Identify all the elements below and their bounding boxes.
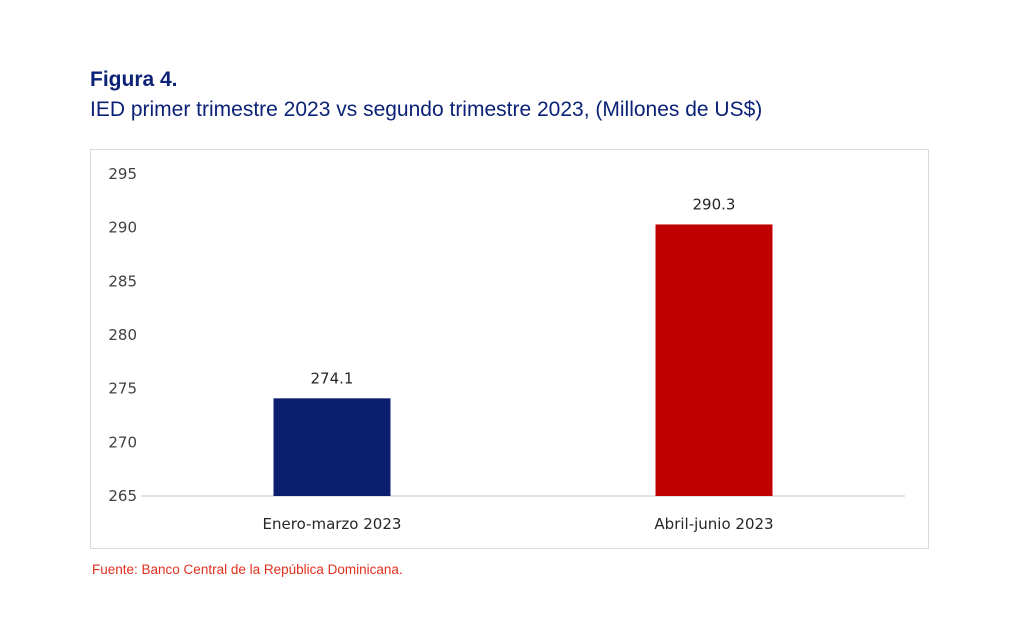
- figure-label: Figura 4.: [90, 68, 178, 91]
- x-category-label: Enero-marzo 2023: [263, 515, 402, 533]
- x-category-label: Abril-junio 2023: [654, 515, 773, 533]
- data-label: 290.3: [693, 195, 736, 213]
- y-tick-label: 275: [108, 380, 137, 398]
- y-tick-label: 280: [108, 326, 137, 344]
- y-tick-label: 270: [108, 433, 137, 451]
- bar: [655, 224, 773, 496]
- chart-title: IED primer trimestre 2023 vs segundo tri…: [90, 98, 763, 121]
- y-tick-label: 285: [108, 272, 137, 290]
- bar-chart: 265 270 275 280 285 290 295 274.1 Enero-marzo 20…: [108, 165, 905, 533]
- y-tick-label: 295: [108, 165, 137, 183]
- data-label: 274.1: [311, 369, 354, 387]
- bar: [273, 398, 391, 496]
- y-tick-label: 265: [108, 487, 137, 505]
- chart-area: 265 270 275 280 285 290 295 274.1 Enero-marzo 20…: [90, 149, 929, 549]
- y-tick-label: 290: [108, 219, 137, 237]
- source-note: Fuente: Banco Central de la República Do…: [92, 562, 403, 577]
